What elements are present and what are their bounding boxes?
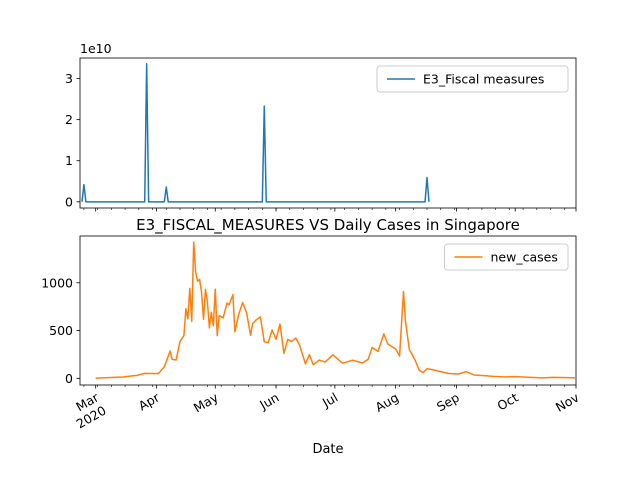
x-tick-label: Jun (256, 390, 281, 413)
x-axis-label: Date (312, 442, 343, 457)
legend-box (444, 243, 569, 271)
legend: E3_Fiscal measures (376, 65, 569, 93)
series-line-new-cases (95, 241, 577, 379)
x-tick-label: May (191, 389, 221, 415)
axes-frame (79, 57, 577, 209)
y-tick-label: 1 (65, 153, 73, 168)
bottom-chart-daily-cases: 0 500 1000 Mar2020 Apr May Jun Jul Aug Sep Oct Nov E… (41, 216, 582, 431)
x-tick-label: Mar2020 (66, 389, 109, 431)
top-chart-fiscal-measures: 0 1 2 3 1e10 E3_Fiscal measures (65, 41, 577, 212)
x-tick-label: Oct (494, 390, 520, 414)
x-tick-label: Apr (136, 389, 163, 413)
y-tick-label: 1000 (41, 275, 73, 290)
y-tick-label: 3 (65, 71, 73, 86)
y-multiplier-label: 1e10 (80, 41, 112, 56)
chart-title: E3_FISCAL_MEASURES VS Daily Cases in Sin… (136, 216, 520, 235)
x-tick-label: Jul (319, 390, 340, 411)
y-tick-label: 2 (65, 112, 73, 127)
legend-box (376, 65, 569, 93)
y-tick-label: 0 (65, 371, 73, 386)
legend-label: new_cases (491, 250, 558, 265)
legend: new_cases (444, 243, 569, 271)
x-tick-label: Sep (434, 390, 462, 415)
legend-label: E3_Fiscal measures (423, 72, 544, 87)
y-tick-label: 500 (49, 323, 73, 338)
x-tick-label: Aug (372, 390, 401, 415)
series-line-e3-fiscal-measures (81, 63, 430, 203)
x-tick-label: Nov (553, 389, 582, 414)
y-tick-label: 0 (65, 194, 73, 209)
axes-frame (79, 235, 577, 386)
